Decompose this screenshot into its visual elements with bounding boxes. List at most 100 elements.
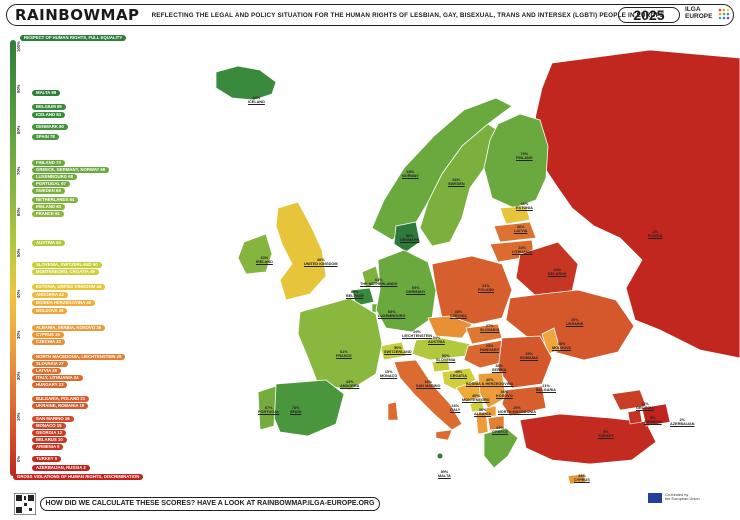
country-label[interactable]: 24% ITALY [450, 404, 460, 413]
country-label[interactable]: 70% FINLAND [516, 152, 533, 161]
country-label[interactable]: 29% LIECHTENSTEIN [402, 330, 432, 339]
country-label[interactable]: 10% BELARUS [548, 268, 566, 277]
country-name: CROATIA [450, 374, 468, 379]
country-label[interactable]: 67% PORTUGAL [258, 406, 279, 415]
legend-entry[interactable]: SPAIN 78 [32, 134, 59, 140]
country-label[interactable]: 2% AZERBAIJAN [670, 418, 694, 427]
country-label[interactable]: 26% LATVIA [514, 225, 527, 234]
country-label[interactable]: 5% TURKEY [598, 430, 614, 439]
country-label[interactable]: 89% MALTA [438, 470, 451, 479]
country-label[interactable]: 69% GERMANY [406, 286, 425, 295]
legend-entry[interactable]: GEORGIA 12 [32, 430, 67, 436]
country-label[interactable]: 49% MONTENEGRO [462, 394, 490, 403]
country-name: ROMANIA [520, 356, 539, 361]
country-label[interactable]: 15% MONACO [380, 370, 397, 379]
legend-entry[interactable]: BULGARIA, POLAND 21 [32, 396, 90, 402]
legend-entry[interactable]: TURKEY 5 [32, 456, 62, 462]
legend-entry[interactable]: HUNGARY 23 [32, 382, 68, 388]
country-label[interactable]: 63% IRELAND [256, 256, 273, 265]
legend-entry[interactable]: SAN MARINO 16 [32, 416, 74, 422]
country-label[interactable]: 50% SLOVENIA [436, 354, 455, 363]
methodology-url[interactable]: RAINBOWMAP.ILGA-EUROPE.ORG [257, 500, 375, 507]
legend-entry[interactable]: SLOVENIA, SWITZERLAND 50 [32, 262, 102, 268]
legend-entry[interactable]: MOLDOVA 38 [32, 308, 68, 314]
country-label[interactable]: 12% GEORGIA [636, 402, 654, 411]
qr-code-icon[interactable] [14, 493, 36, 515]
legend-entry[interactable]: SLOVAKIA 27 [32, 361, 68, 367]
legend-entry[interactable]: BELGIUM 85 [32, 104, 66, 110]
legend-entry[interactable]: ICELAND 84 [32, 112, 66, 118]
country-label[interactable]: 68% LUXEMBOURG [378, 310, 405, 319]
country-label[interactable]: 33% CZECHIA [450, 310, 467, 319]
legend-entry[interactable]: ANDORRA 43 [32, 292, 68, 298]
rainbowmap-logo[interactable]: RAINBOWMAP [15, 6, 140, 24]
country-label[interactable]: 36% SERBIA [492, 364, 506, 373]
country-label[interactable]: 46% UNITED KINGDOM [304, 258, 338, 267]
legend-entry[interactable]: MONTENEGRO, CROATIA 49 [32, 269, 99, 275]
country-name: POLAND [478, 288, 495, 293]
methodology-link-bar[interactable]: HOW DID WE CALCULATE THESE SCORES? HAVE … [40, 497, 380, 511]
country-label[interactable]: 46% ESTONIA [516, 202, 533, 211]
legend-entry[interactable]: BOSNIA HERZEGOVINA 40 [32, 300, 96, 306]
country-label[interactable]: 19% ROMANIA [520, 352, 538, 361]
country-label[interactable]: 38% MOLDOVA [552, 342, 571, 351]
legend-entry[interactable]: AZERBAIJAN, RUSSIA 2 [32, 465, 90, 471]
legend-entry[interactable]: ITALY, LITHUANIA 24 [32, 375, 83, 381]
country-label[interactable]: 16% SAN MARINO [416, 380, 440, 389]
legend-entry[interactable]: NETHERLANDS 64 [32, 197, 79, 203]
legend-entry[interactable]: LATVIA 26 [32, 368, 62, 374]
country-name: IRELAND [256, 260, 273, 265]
legend-entry[interactable]: DENMARK 80 [32, 124, 68, 130]
legend-entry[interactable]: FINLAND 70 [32, 160, 65, 166]
country-label[interactable]: 21% BULGARIA [536, 384, 556, 393]
country-label[interactable]: 21% POLAND [478, 284, 494, 293]
country-label[interactable]: 84% ICELAND [248, 96, 265, 105]
country-label[interactable]: 36% KOSOVO [496, 390, 513, 399]
country-label[interactable]: 29% NORTH MACEDONIA [498, 406, 536, 415]
country-label[interactable]: 36% ALBANIA [474, 408, 491, 417]
legend-entry[interactable]: SWEDEN 66 [32, 188, 65, 194]
legend-entry[interactable]: ALBANIA, SERBIA, KOSOVO 36 [32, 325, 106, 331]
country-label[interactable]: 69% NORWAY [402, 170, 419, 179]
country-label[interactable]: 78% SPAIN [290, 406, 301, 415]
country-label[interactable]: 69% GREECE [492, 426, 508, 435]
country-label[interactable]: 50% SWITZERLAND [384, 346, 412, 355]
legend-entry[interactable]: CYPRUS 34 [32, 332, 64, 338]
legend-entry[interactable]: IRELAND 63 [32, 204, 66, 210]
country-label[interactable]: 27% SLOVAKIA [480, 324, 499, 333]
legend-entry[interactable]: ARMENIA 9 [32, 444, 64, 450]
country-label[interactable]: 66% SWEDEN [448, 178, 465, 187]
country-label[interactable]: 34% CYPRUS [574, 474, 590, 483]
europe-map[interactable]: 84% ICELAND 69% NORWAY 66% SWEDEN 70% FINLAND 46… [180, 28, 740, 490]
legend-entry[interactable]: MONACO 15 [32, 423, 66, 429]
country-label[interactable]: 85% BELGIUM [346, 290, 364, 299]
legend-entry[interactable]: UKRAINE, ROMANIA 19 [32, 403, 89, 409]
country-label[interactable]: 64% THE NETHERLANDS [360, 278, 397, 287]
year-badge: 2025 [618, 7, 680, 23]
legend-entry[interactable]: GREECE, GERMANY, NORWAY 69 [32, 167, 110, 173]
eu-line1: Co-funded by [665, 492, 689, 497]
country-label[interactable]: 43% ANDORRA [340, 380, 359, 389]
country-label[interactable]: 80% DENMARK [400, 234, 419, 243]
legend-entry[interactable]: AUSTRIA 54 [32, 240, 65, 246]
country-label[interactable]: 61% FRANCE [336, 350, 352, 359]
country-score: 68% [387, 310, 396, 314]
country-score: 2% [679, 418, 685, 422]
country-label[interactable]: 23% HUNGARY [480, 344, 499, 353]
legend-entry[interactable]: NORTH MACEDONIA, LIECHTENSTEIN 29 [32, 354, 126, 360]
legend-entry[interactable]: MALTA 89 [32, 90, 61, 96]
country-label[interactable]: 24% LITHUANIA [512, 246, 532, 255]
country-label[interactable]: 54% AUSTRIA [428, 336, 445, 345]
legend-entry[interactable]: BELARUS 10 [32, 437, 67, 443]
country-label[interactable]: 2% RUSSIA [648, 230, 662, 239]
country-label[interactable]: 9% ARMENIA [644, 416, 662, 425]
country-label[interactable]: 40% BOSNIA & HERZEGOVINA [466, 378, 513, 387]
legend-entry[interactable]: LUXEMBOURG 68 [32, 174, 78, 180]
ilga-europe-logo[interactable]: ILGA EUROPE [685, 6, 712, 20]
country-label[interactable]: 19% UKRAINE [566, 318, 583, 327]
legend-entry[interactable]: ESTONIA, UNITED KINGDOM 46 [32, 284, 106, 290]
legend-entry[interactable]: FRANCE 61 [32, 211, 64, 217]
legend-entry[interactable]: CZECHIA 33 [32, 339, 65, 345]
legend-entry[interactable]: PORTUGAL 67 [32, 181, 71, 187]
country-label[interactable]: 49% CROATIA [450, 370, 467, 379]
